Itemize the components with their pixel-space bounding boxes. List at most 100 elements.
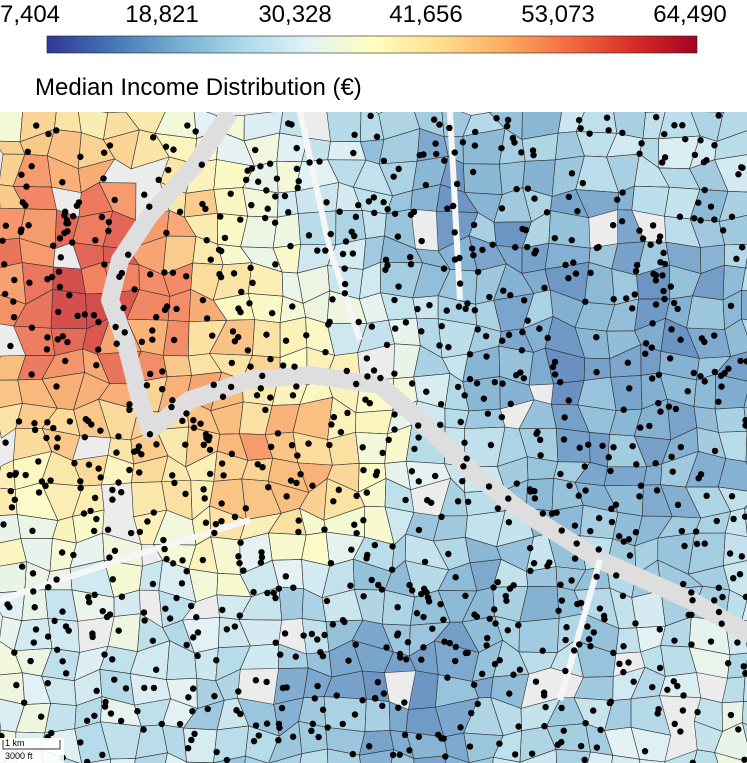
point xyxy=(735,726,742,733)
point xyxy=(263,331,270,338)
point xyxy=(143,382,151,389)
point xyxy=(623,295,630,302)
point xyxy=(63,220,70,227)
point xyxy=(536,325,543,332)
point xyxy=(162,605,169,612)
point xyxy=(595,514,603,522)
point xyxy=(89,630,96,637)
point xyxy=(615,533,623,540)
point xyxy=(467,709,475,717)
point xyxy=(711,216,718,223)
point xyxy=(504,627,511,634)
point xyxy=(629,442,636,450)
point xyxy=(294,452,301,459)
point xyxy=(440,616,447,623)
point xyxy=(466,375,474,383)
point xyxy=(414,305,421,313)
point xyxy=(520,375,528,382)
point xyxy=(339,720,346,728)
point xyxy=(739,164,746,171)
point xyxy=(524,317,531,324)
point xyxy=(652,301,660,308)
point xyxy=(252,722,260,729)
point xyxy=(715,584,723,591)
tick-label: 53,073 xyxy=(521,1,594,28)
point xyxy=(211,692,218,700)
point xyxy=(100,175,107,182)
point xyxy=(670,678,677,685)
point xyxy=(391,296,398,304)
point xyxy=(194,629,202,636)
point xyxy=(498,144,505,152)
point xyxy=(93,687,100,695)
point xyxy=(184,122,191,129)
point xyxy=(496,740,503,747)
point xyxy=(279,684,287,692)
tick-label: 30,328 xyxy=(258,1,331,28)
point xyxy=(66,291,73,299)
point xyxy=(169,397,176,404)
point xyxy=(711,332,718,339)
point xyxy=(335,486,343,494)
points xyxy=(0,112,747,763)
point xyxy=(115,627,122,634)
point xyxy=(608,505,615,513)
point xyxy=(451,256,459,263)
point xyxy=(590,707,597,714)
point xyxy=(73,202,81,209)
point xyxy=(703,492,710,500)
point xyxy=(378,586,386,593)
point xyxy=(170,336,178,344)
point xyxy=(486,615,493,622)
point xyxy=(322,348,329,356)
point xyxy=(438,513,445,521)
point xyxy=(2,439,9,446)
point xyxy=(130,448,138,455)
point xyxy=(209,332,216,339)
point xyxy=(314,636,321,643)
point xyxy=(323,597,331,605)
point xyxy=(64,338,71,346)
point xyxy=(213,657,220,664)
point xyxy=(259,372,266,380)
point xyxy=(50,424,57,432)
district xyxy=(717,458,747,492)
point xyxy=(185,694,192,701)
point xyxy=(327,230,334,238)
point xyxy=(642,350,649,357)
point xyxy=(161,545,168,553)
point xyxy=(581,756,588,763)
point xyxy=(268,309,276,317)
point xyxy=(190,416,197,424)
point xyxy=(576,641,583,648)
point xyxy=(375,581,382,589)
district xyxy=(686,295,725,330)
point xyxy=(345,657,352,664)
point xyxy=(730,574,737,582)
point xyxy=(59,658,66,665)
point xyxy=(33,122,40,129)
point xyxy=(337,428,345,436)
point xyxy=(610,295,617,303)
point xyxy=(59,178,66,186)
point xyxy=(574,600,581,608)
point xyxy=(223,626,231,633)
district xyxy=(714,407,747,433)
point xyxy=(620,406,627,413)
point xyxy=(616,660,623,668)
point xyxy=(690,215,698,222)
point xyxy=(339,250,347,258)
point xyxy=(383,341,391,349)
point xyxy=(632,267,640,275)
point xyxy=(383,644,390,651)
point xyxy=(664,686,671,693)
point xyxy=(656,664,664,672)
point xyxy=(379,449,386,457)
point xyxy=(218,517,225,525)
point xyxy=(277,651,284,658)
point xyxy=(294,184,301,192)
point xyxy=(516,666,524,673)
point xyxy=(485,483,493,490)
point xyxy=(81,311,88,318)
point xyxy=(526,544,534,552)
